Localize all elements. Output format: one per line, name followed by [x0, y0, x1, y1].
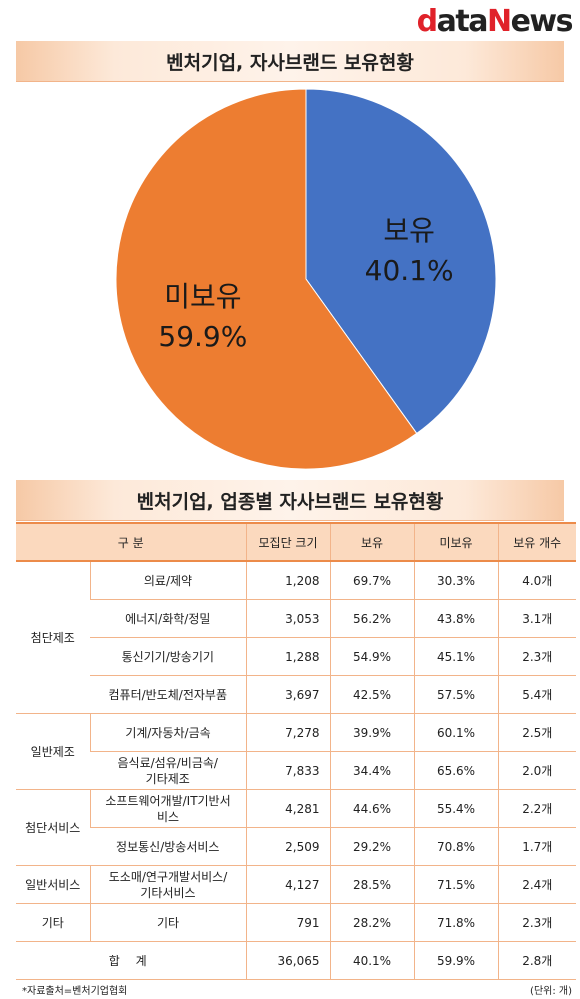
- group-label: 첨단제조: [16, 561, 90, 714]
- group-label: 일반서비스: [16, 865, 90, 904]
- not-own-cell: 45.1%: [413, 637, 498, 676]
- group-label: 첨단서비스: [16, 789, 90, 866]
- table-row: 일반서비스 도소매/연구개발서비스/기타서비스 4,127 28.5% 71.5…: [16, 865, 576, 904]
- pie-label-own: 보유: [383, 214, 435, 247]
- count-cell: 2.5개: [497, 713, 576, 752]
- unit-note: (단위: 개): [530, 986, 572, 997]
- table-row: 컴퓨터/반도체/전자부품 3,697 42.5% 57.5% 5.4개: [16, 675, 576, 714]
- not-own-cell: 43.8%: [413, 599, 498, 638]
- count-cell: 2.3개: [497, 637, 576, 676]
- sub-label: 기타: [89, 903, 246, 942]
- pie-value-own: 40.1%: [365, 254, 454, 287]
- population-cell: 791: [245, 903, 330, 942]
- sub-label: 컴퓨터/반도체/전자부품: [90, 675, 246, 714]
- count-cell: 3.1개: [497, 599, 576, 638]
- count-cell: 1.7개: [497, 827, 576, 866]
- total-label: 합 계: [16, 941, 246, 980]
- datanews-logo: dataNews: [416, 4, 574, 39]
- population-cell: 3,053: [245, 599, 330, 638]
- count-cell: 2.3개: [497, 903, 576, 942]
- sub-label: 통신기기/방송기기: [90, 637, 246, 676]
- total-population-cell: 36,065: [245, 941, 330, 980]
- population-cell: 2,509: [245, 827, 330, 866]
- table-total-row: 합 계 36,065 40.1% 59.9% 2.8개: [16, 941, 576, 980]
- group-label: 기타: [16, 903, 90, 942]
- pie-label-not-own: 미보유: [164, 280, 241, 313]
- table-row: 정보통신/방송서비스 2,509 29.2% 70.8% 1.7개: [16, 827, 576, 866]
- sub-label: 소프트웨어개발/IT기반서 비스: [89, 789, 246, 828]
- sub-label: 기계/자동차/금속: [89, 713, 246, 752]
- own-cell: 39.9%: [329, 713, 414, 752]
- not-own-cell: 57.5%: [413, 675, 498, 714]
- total-count-cell: 2.8개: [497, 941, 576, 980]
- count-cell: 4.0개: [497, 561, 576, 600]
- industry-table: 구 분 모집단 크기 보유 미보유 보유 개수 첨단제조 의료/제약 1,208…: [16, 522, 576, 980]
- table-header-row: 구 분 모집단 크기 보유 미보유 보유 개수: [16, 522, 576, 562]
- pie-slice-not-own: [115, 88, 418, 470]
- own-cell: 28.2%: [329, 903, 414, 942]
- sub-label: 의료/제약: [89, 561, 246, 600]
- not-own-cell: 70.8%: [413, 827, 498, 866]
- total-own-cell: 40.1%: [329, 941, 414, 980]
- not-own-cell: 71.8%: [413, 903, 498, 942]
- table-title: 벤처기업, 업종별 자사브랜드 보유현황: [16, 480, 564, 521]
- table-row: 일반제조 기계/자동차/금속 7,278 39.9% 60.1% 2.5개: [16, 713, 576, 790]
- population-cell: 7,833: [245, 751, 330, 790]
- pie-chart-title: 벤처기업, 자사브랜드 보유현황: [16, 41, 564, 82]
- source-note: *자료출처=벤처기업협회: [22, 986, 128, 997]
- count-cell: 5.4개: [497, 675, 576, 714]
- own-cell: 42.5%: [329, 675, 414, 714]
- sub-label: 도소매/연구개발서비스/기타서비스: [89, 865, 246, 904]
- population-cell: 4,281: [245, 789, 330, 828]
- total-not-own-cell: 59.9%: [413, 941, 498, 980]
- table-row: 첨단제조 의료/제약 1,208 69.7% 30.3% 4.0개: [16, 561, 576, 714]
- own-cell: 54.9%: [329, 637, 414, 676]
- group-label: 일반제조: [16, 713, 90, 790]
- count-cell: 2.0개: [497, 751, 576, 790]
- table-row: 통신기기/방송기기 1,288 54.9% 45.1% 2.3개: [16, 637, 576, 676]
- header-own: 보유: [329, 522, 414, 562]
- pie-slice-own: [305, 88, 497, 435]
- own-cell: 28.5%: [329, 865, 414, 904]
- own-cell: 69.7%: [329, 561, 414, 600]
- population-cell: 3,697: [245, 675, 330, 714]
- count-cell: 2.4개: [497, 865, 576, 904]
- population-cell: 4,127: [245, 865, 330, 904]
- sub-label: 정보통신/방송서비스: [90, 827, 246, 866]
- pie-chart: 보유 40.1% 미보유 59.9%: [0, 84, 580, 484]
- not-own-cell: 55.4%: [413, 789, 498, 828]
- header-not-own: 미보유: [413, 522, 498, 562]
- sub-label: 에너지/화학/정밀: [90, 599, 246, 638]
- header-count: 보유 개수: [497, 522, 576, 562]
- own-cell: 44.6%: [329, 789, 414, 828]
- not-own-cell: 30.3%: [413, 561, 498, 600]
- table-row: 첨단서비스 소프트웨어개발/IT기반서 비스 4,281 44.6% 55.4% …: [16, 789, 576, 866]
- not-own-cell: 60.1%: [413, 713, 498, 752]
- own-cell: 34.4%: [329, 751, 414, 790]
- population-cell: 7,278: [245, 713, 330, 752]
- table-row: 음식료/섬유/비금속/기타제조 7,833 34.4% 65.6% 2.0개: [16, 751, 576, 790]
- table-row: 에너지/화학/정밀 3,053 56.2% 43.8% 3.1개: [16, 599, 576, 638]
- population-cell: 1,208: [245, 561, 330, 600]
- sub-label: 음식료/섬유/비금속/기타제조: [90, 751, 246, 790]
- header-category: 구 분: [16, 522, 246, 562]
- own-cell: 29.2%: [329, 827, 414, 866]
- count-cell: 2.2개: [497, 789, 576, 828]
- not-own-cell: 65.6%: [413, 751, 498, 790]
- population-cell: 1,288: [245, 637, 330, 676]
- not-own-cell: 71.5%: [413, 865, 498, 904]
- header-population: 모집단 크기: [245, 522, 330, 562]
- own-cell: 56.2%: [329, 599, 414, 638]
- table-row: 기타 기타 791 28.2% 71.8% 2.3개: [16, 903, 576, 942]
- pie-value-not-own: 59.9%: [158, 320, 247, 353]
